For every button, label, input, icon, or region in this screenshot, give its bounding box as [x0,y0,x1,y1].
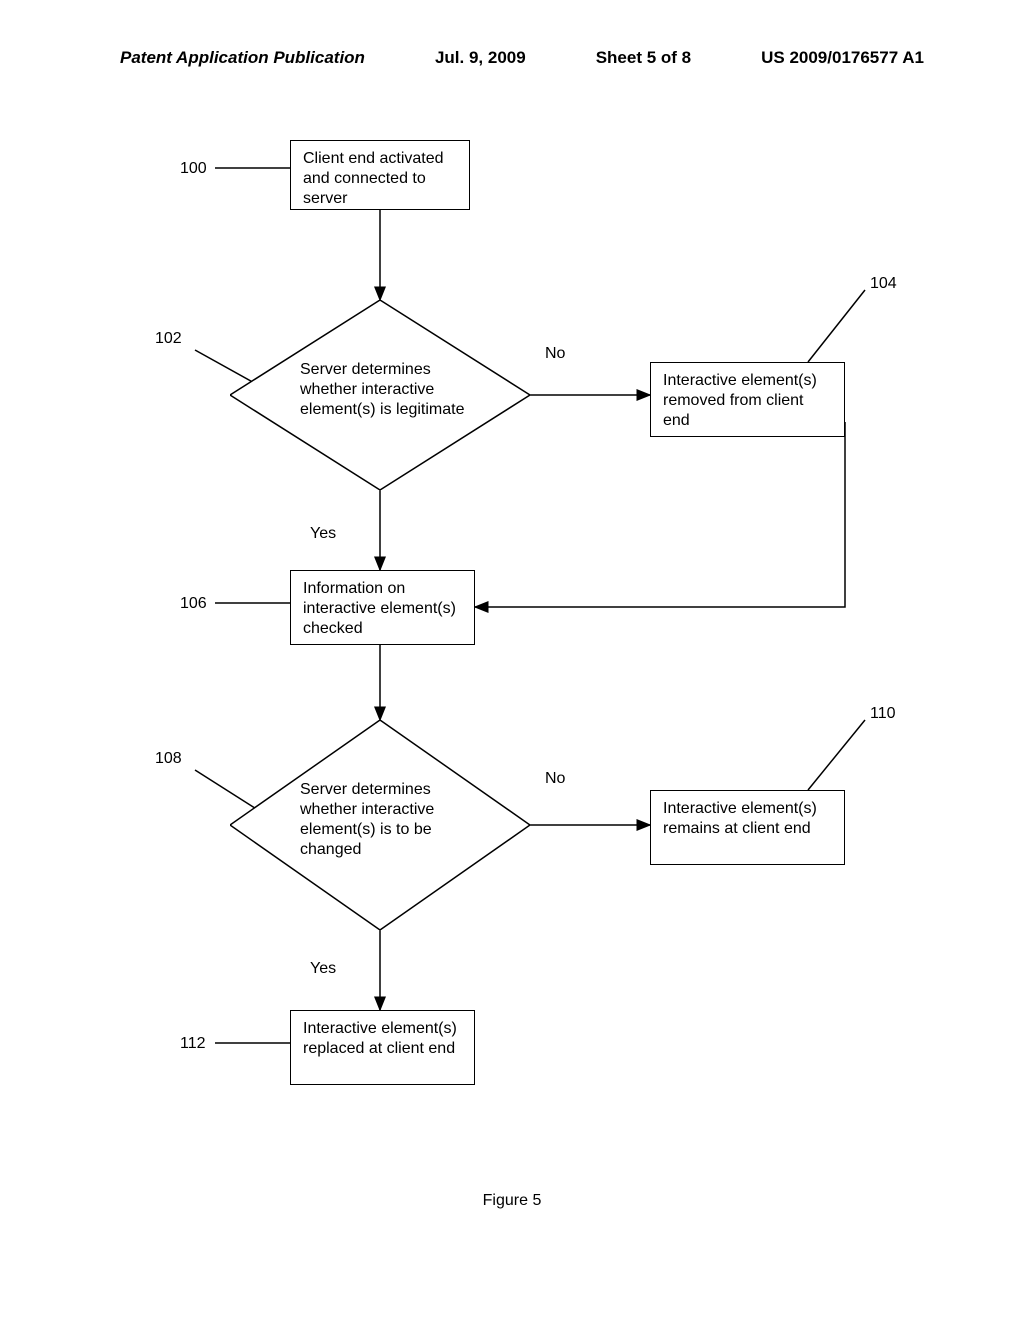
node-104: Interactive element(s) removed from clie… [650,362,845,437]
edge-label-yes-2: Yes [310,960,336,978]
node-104-text: Interactive element(s) removed from clie… [663,372,817,429]
node-112: Interactive element(s) replaced at clien… [290,1010,475,1085]
edge-label-no-2: No [545,770,565,788]
sheet-number: Sheet 5 of 8 [596,48,691,68]
node-100: Client end activated and connected to se… [290,140,470,210]
edge-label-no-1: No [545,345,565,363]
ref-102: 102 [155,330,182,348]
ref-104: 104 [870,275,897,293]
node-108-text: Server determines whether interactive el… [300,780,480,860]
ref-112: 112 [180,1035,206,1053]
edge-label-yes-1: Yes [310,525,336,543]
page-header: Patent Application Publication Jul. 9, 2… [0,48,1024,68]
node-110: Interactive element(s) remains at client… [650,790,845,865]
node-106: Information on interactive element(s) ch… [290,570,475,645]
node-100-text: Client end activated and connected to se… [303,150,444,207]
node-110-text: Interactive element(s) remains at client… [663,800,817,837]
node-102-text: Server determines whether interactive el… [300,360,480,420]
figure-caption: Figure 5 [0,1192,1024,1210]
publication-label: Patent Application Publication [120,48,365,68]
ref-106: 106 [180,595,207,613]
publication-date: Jul. 9, 2009 [435,48,526,68]
ref-108: 108 [155,750,182,768]
publication-number: US 2009/0176577 A1 [761,48,924,68]
ref-110: 110 [870,705,896,723]
flowchart: Client end activated and connected to se… [0,130,1024,1180]
node-112-text: Interactive element(s) replaced at clien… [303,1020,457,1057]
ref-100: 100 [180,160,207,178]
node-106-text: Information on interactive element(s) ch… [303,580,456,637]
